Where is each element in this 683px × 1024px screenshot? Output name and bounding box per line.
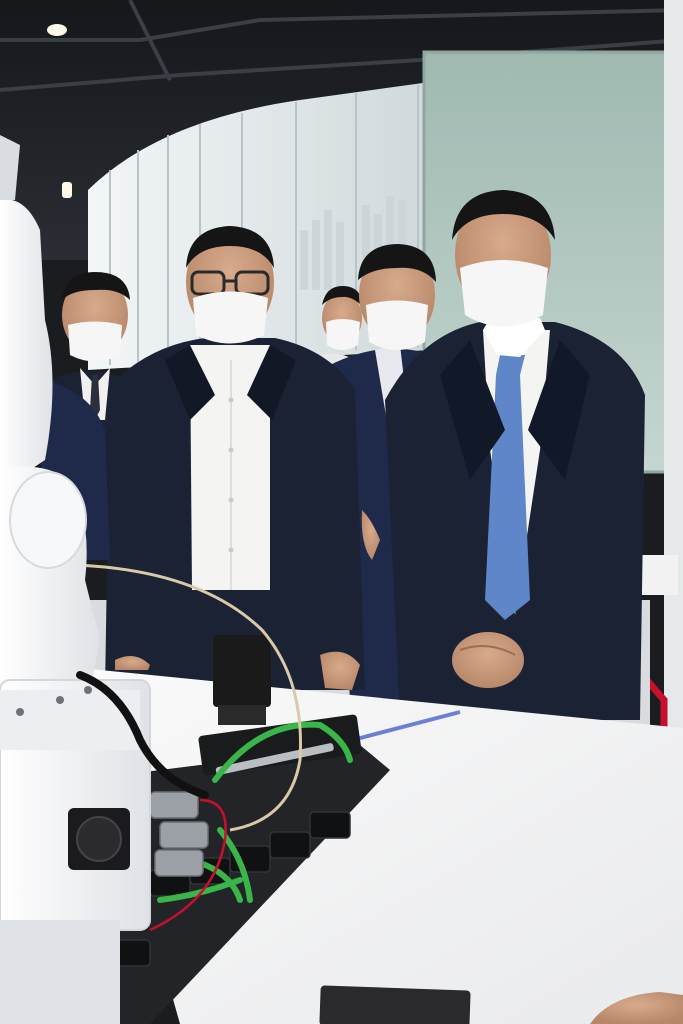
face-mask-2	[460, 260, 548, 327]
person-glasses-white-shirt	[105, 226, 365, 690]
black-cable	[76, 671, 209, 799]
blue-tape	[344, 710, 461, 744]
clear-tube	[74, 563, 302, 832]
clasped-hands	[452, 632, 524, 688]
ceiling-beams	[0, 0, 683, 92]
person-blue-tie	[385, 190, 645, 720]
right-wall	[664, 0, 683, 760]
hand-bottom-right	[590, 992, 683, 1024]
linear-rail	[198, 635, 362, 776]
robot-arm	[0, 135, 151, 1024]
connectors	[149, 791, 209, 877]
red-wire	[149, 798, 227, 932]
tablet-edge	[319, 985, 471, 1024]
face-mask	[193, 291, 268, 344]
white-shirt	[190, 345, 270, 590]
